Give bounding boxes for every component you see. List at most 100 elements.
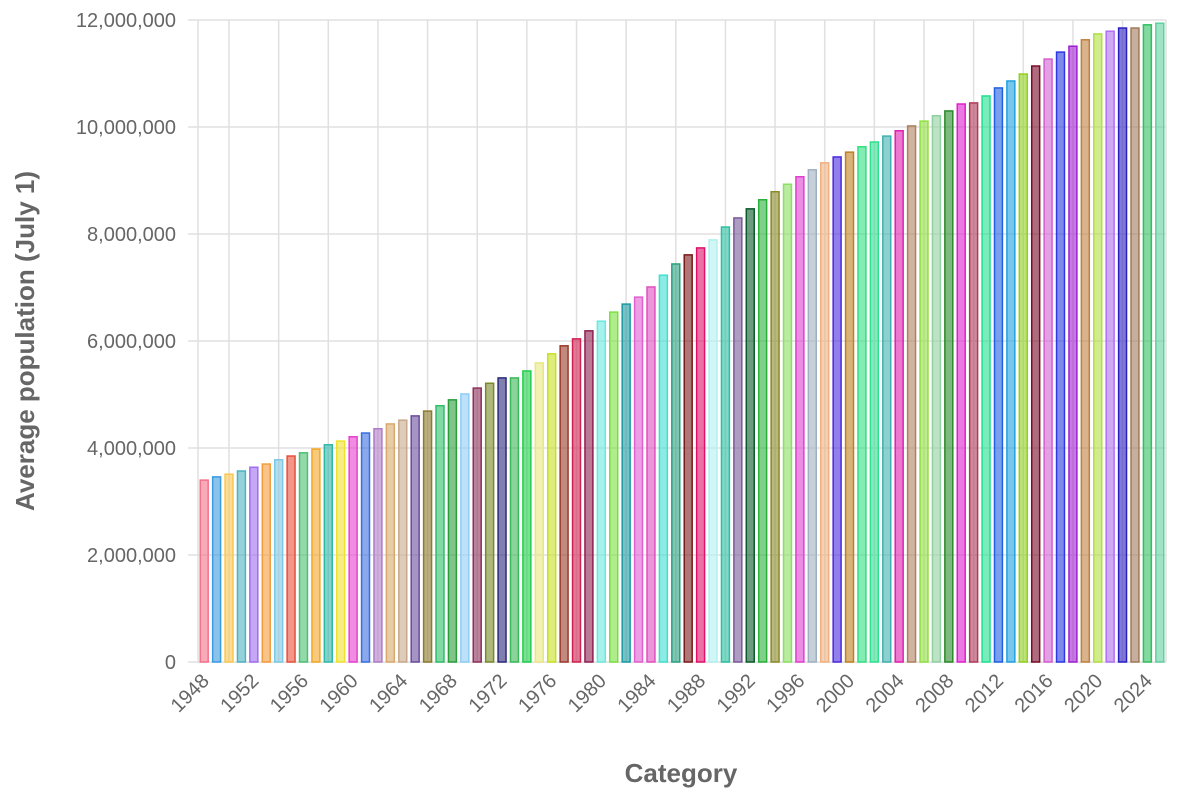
y-tick-label: 2,000,000 bbox=[87, 545, 176, 567]
bar bbox=[894, 129, 904, 663]
bar bbox=[807, 169, 818, 663]
bar bbox=[410, 415, 420, 663]
x-tick-label: 1984 bbox=[613, 670, 660, 717]
bar bbox=[1030, 65, 1041, 663]
bar bbox=[360, 432, 371, 663]
x-axis-title: Category bbox=[625, 758, 738, 788]
bar bbox=[224, 473, 234, 663]
bar bbox=[211, 476, 222, 663]
bar bbox=[633, 296, 644, 663]
y-tick-label: 6,000,000 bbox=[87, 331, 176, 353]
bar bbox=[1080, 39, 1091, 663]
bar bbox=[795, 176, 805, 663]
x-tick-label: 1972 bbox=[465, 670, 512, 717]
bar bbox=[906, 125, 917, 663]
x-tick-label: 2012 bbox=[961, 670, 1008, 717]
bar bbox=[757, 199, 768, 663]
x-tick-label: 1956 bbox=[266, 670, 313, 717]
bar bbox=[1155, 22, 1165, 663]
bar bbox=[1093, 33, 1103, 663]
bar bbox=[956, 103, 966, 663]
bar bbox=[782, 183, 793, 663]
x-tick-label: 2000 bbox=[812, 670, 859, 717]
x-tick-label: 1948 bbox=[167, 670, 214, 717]
bar bbox=[944, 110, 954, 663]
y-tick-label: 4,000,000 bbox=[87, 438, 176, 460]
bar bbox=[720, 226, 731, 663]
bar bbox=[435, 404, 445, 663]
bar bbox=[249, 466, 259, 663]
bar bbox=[1117, 27, 1128, 663]
bar bbox=[472, 387, 482, 663]
bar bbox=[993, 87, 1004, 663]
bar bbox=[596, 320, 607, 663]
bar bbox=[819, 162, 830, 663]
bar bbox=[323, 444, 334, 663]
y-axis-title: Average population (July 1) bbox=[10, 171, 40, 511]
y-tick-label: 0 bbox=[165, 652, 176, 674]
bar bbox=[1006, 80, 1016, 663]
bar bbox=[844, 151, 855, 663]
x-tick-label: 1964 bbox=[365, 670, 412, 717]
bar bbox=[398, 419, 408, 663]
bar bbox=[882, 135, 892, 663]
bar bbox=[261, 463, 271, 663]
bar bbox=[832, 156, 842, 663]
x-tick-label: 2016 bbox=[1011, 670, 1058, 717]
bar bbox=[683, 254, 693, 663]
bar bbox=[298, 452, 309, 663]
bar bbox=[522, 370, 532, 663]
y-tick-label: 8,000,000 bbox=[87, 224, 176, 246]
bar bbox=[311, 448, 321, 663]
bar bbox=[609, 311, 619, 663]
bar bbox=[422, 410, 433, 663]
bar bbox=[497, 377, 507, 663]
bar bbox=[460, 393, 470, 663]
bar bbox=[546, 353, 557, 663]
bar bbox=[968, 102, 979, 663]
bar bbox=[1130, 27, 1140, 663]
x-tick-label: 1952 bbox=[216, 670, 263, 717]
bar bbox=[335, 440, 346, 663]
x-tick-label: 1976 bbox=[514, 670, 561, 717]
bar bbox=[919, 120, 929, 663]
x-tick-label: 1992 bbox=[713, 670, 760, 717]
y-tick-label: 12,000,000 bbox=[76, 10, 176, 32]
bar bbox=[857, 146, 867, 663]
x-tick-label: 1960 bbox=[316, 670, 363, 717]
x-tick-label: 1996 bbox=[762, 670, 809, 717]
bar bbox=[385, 423, 396, 663]
bar bbox=[931, 115, 942, 663]
bar bbox=[745, 208, 755, 663]
bar bbox=[671, 263, 681, 663]
bar bbox=[534, 362, 545, 663]
bar bbox=[1068, 45, 1078, 663]
bar bbox=[621, 303, 631, 663]
x-tick-label: 2004 bbox=[862, 670, 909, 717]
bar bbox=[273, 459, 284, 663]
bar bbox=[658, 274, 669, 663]
bar bbox=[1043, 58, 1053, 663]
bar bbox=[286, 455, 296, 663]
bar bbox=[1142, 24, 1153, 663]
bar bbox=[199, 479, 209, 663]
bar bbox=[1105, 30, 1115, 663]
x-tick-label: 1988 bbox=[663, 670, 710, 717]
bar bbox=[733, 217, 743, 663]
bar bbox=[509, 377, 520, 663]
bar bbox=[695, 247, 706, 663]
bar bbox=[584, 330, 594, 663]
bar bbox=[869, 141, 880, 663]
x-tick-label: 2020 bbox=[1060, 670, 1107, 717]
x-tick-label: 2008 bbox=[911, 670, 958, 717]
bar bbox=[981, 95, 991, 663]
bar bbox=[559, 345, 569, 663]
bar bbox=[770, 190, 780, 663]
bar bbox=[571, 338, 582, 663]
bar bbox=[646, 286, 656, 663]
x-tick-label: 1968 bbox=[415, 670, 462, 717]
x-tick-label: 1980 bbox=[564, 670, 611, 717]
bar bbox=[1018, 73, 1029, 663]
bar bbox=[1055, 51, 1066, 663]
